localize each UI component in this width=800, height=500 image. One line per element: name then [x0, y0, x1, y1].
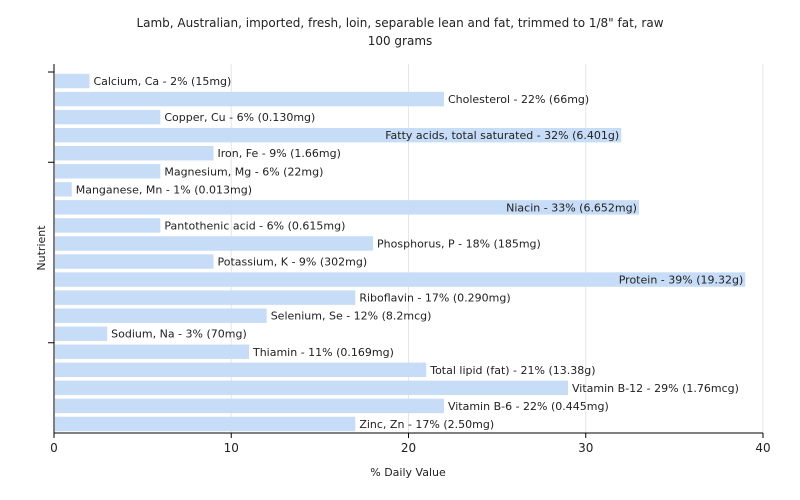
bar-9: [55, 236, 374, 251]
bar-label-0: Calcium, Ca - 2% (15mg): [93, 75, 231, 88]
bar-label-9: Phosphorus, P - 18% (185mg): [377, 237, 541, 250]
bar-1: [55, 91, 444, 107]
chart-subtitle: 100 grams: [368, 34, 433, 48]
bar-15: [55, 344, 249, 359]
bar-13: [55, 308, 267, 323]
bar-0: [55, 73, 90, 89]
axes: 0 10 20 30 40: [48, 64, 771, 455]
bar-label-8: Pantothenic acid - 6% (0.615mg): [164, 219, 345, 232]
bar-5: [55, 164, 161, 179]
bar-label-3: Fatty acids, total saturated - 32% (6.40…: [385, 129, 619, 142]
bar-10: [55, 254, 214, 269]
bar-16: [55, 362, 427, 378]
bar-label-12: Riboflavin - 17% (0.290mg): [359, 292, 510, 305]
bar-17: [55, 380, 569, 396]
bar-6: [55, 182, 72, 197]
bar-3: [55, 127, 622, 143]
bar-label-1: Cholesterol - 22% (66mg): [448, 93, 589, 106]
bar-label-15: Thiamin - 11% (0.169mg): [252, 346, 394, 359]
x-tick-label-0: 0: [50, 441, 58, 455]
bars-group: Calcium, Ca - 2% (15mg) Cholesterol - 22%…: [55, 73, 746, 432]
bar-18: [55, 398, 444, 414]
bar-label-6: Manganese, Mn - 1% (0.013mg): [76, 183, 252, 196]
bar-label-13: Selenium, Se - 12% (8.2mcg): [271, 310, 432, 323]
bar-8: [55, 218, 161, 233]
x-tick-label-2: 20: [401, 441, 416, 455]
bar-label-2: Copper, Cu - 6% (0.130mg): [164, 111, 315, 124]
x-tick-label-1: 10: [224, 441, 239, 455]
chart-title: Lamb, Australian, imported, fresh, loin,…: [136, 16, 663, 30]
y-axis-label: Nutrient: [35, 225, 48, 271]
bar-label-14: Sodium, Na - 3% (70mg): [111, 328, 247, 341]
bar-label-11: Protein - 39% (19.32g): [619, 274, 744, 287]
bar-12: [55, 290, 356, 305]
x-axis-label: % Daily Value: [370, 466, 446, 479]
bar-7: [55, 200, 639, 215]
bar-label-16: Total lipid (fat) - 21% (13.38g): [429, 364, 595, 377]
bar-11: [55, 272, 746, 287]
x-tick-label-4: 40: [755, 441, 770, 455]
bar-14: [55, 326, 108, 341]
bar-label-5: Magnesium, Mg - 6% (22mg): [164, 165, 323, 178]
bar-4: [55, 146, 214, 161]
bar-label-4: Iron, Fe - 9% (1.66mg): [218, 147, 341, 160]
bar-2: [55, 109, 161, 125]
bar-label-17: Vitamin B-12 - 29% (1.76mcg): [572, 382, 739, 395]
bar-label-19: Zinc, Zn - 17% (2.50mg): [359, 418, 494, 431]
bar-label-7: Niacin - 33% (6.652mg): [506, 201, 637, 214]
x-tick-label-3: 30: [578, 441, 593, 455]
bar-label-18: Vitamin B-6 - 22% (0.445mg): [448, 400, 609, 413]
bar-label-10: Potassium, K - 9% (302mg): [218, 256, 368, 269]
bar-19: [55, 416, 356, 432]
